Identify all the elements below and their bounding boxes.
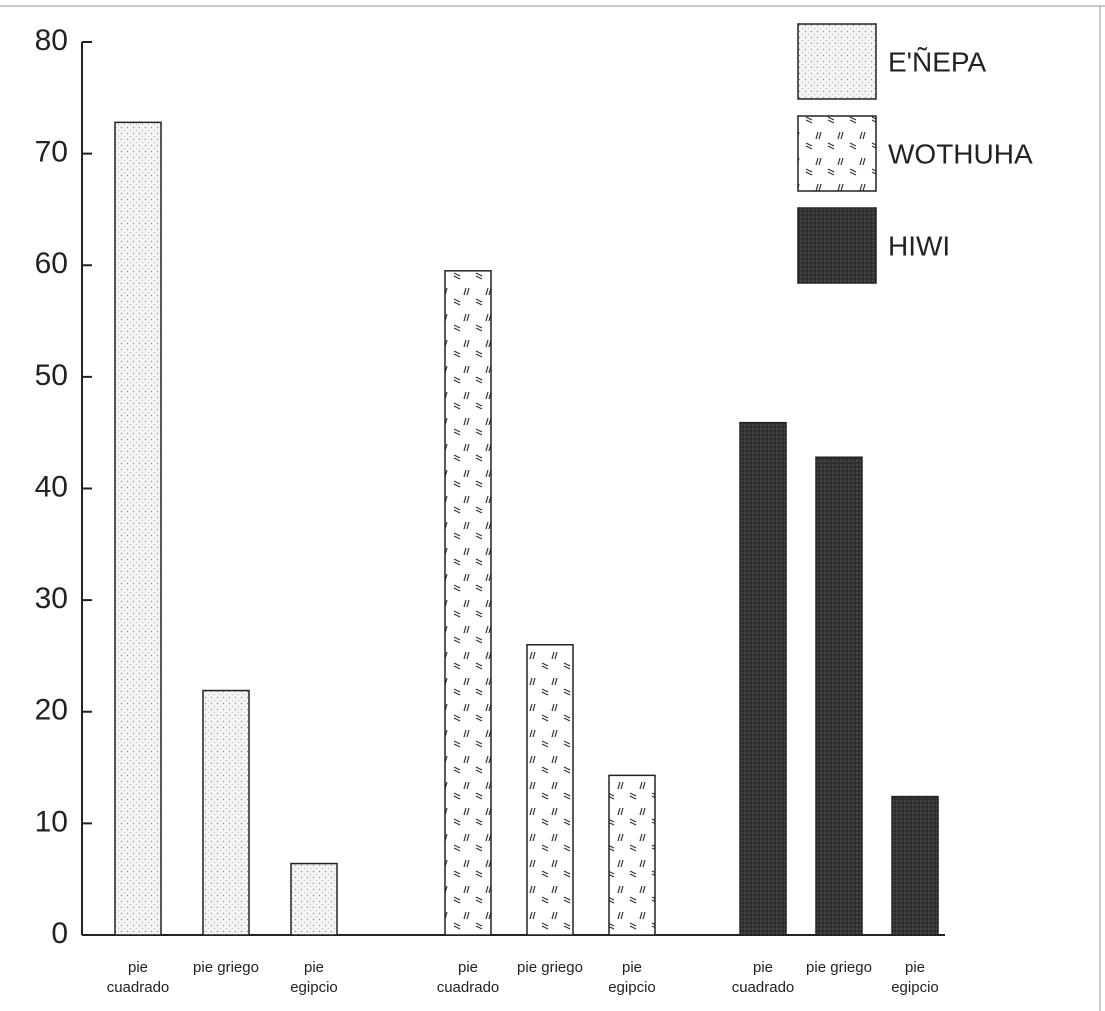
y-tick-label: 20	[35, 694, 68, 727]
y-tick-label: 50	[35, 359, 68, 392]
y-tick-label: 80	[35, 24, 68, 57]
legend-label: E'ÑEPA	[888, 46, 987, 77]
x-tick-label: pie cuadrado	[106, 959, 170, 996]
x-tick-label: pie egipcio	[290, 959, 338, 996]
bar	[114, 121, 162, 936]
y-tick-label: 70	[35, 136, 68, 169]
y-tick-label: 40	[35, 470, 68, 503]
x-tick-label: pie griego	[517, 959, 583, 976]
y-tick-label: 0	[51, 917, 68, 950]
legend-swatch	[797, 207, 877, 284]
bar	[202, 689, 250, 936]
y-tick-label: 30	[35, 582, 68, 615]
bar	[608, 774, 656, 936]
bar	[444, 270, 492, 936]
x-tick-label: pie griego	[806, 959, 872, 976]
x-tick-label: pie cuadrado	[731, 959, 795, 996]
y-tick-label: 60	[35, 247, 68, 280]
bar	[290, 862, 338, 936]
legend-swatch	[797, 115, 877, 192]
legend-label: WOTHUHA	[888, 138, 1033, 169]
legend-swatch	[797, 23, 877, 100]
x-tick-label: pie egipcio	[608, 959, 656, 996]
legend-label: HIWI	[888, 230, 950, 261]
x-tick-label: pie cuadrado	[436, 959, 500, 996]
x-tick-label: pie egipcio	[891, 959, 939, 996]
bar	[526, 644, 574, 936]
bar	[891, 795, 939, 936]
x-tick-label: pie griego	[193, 959, 259, 976]
bar	[739, 421, 787, 936]
y-tick-label: 10	[35, 805, 68, 838]
bar	[815, 456, 863, 936]
